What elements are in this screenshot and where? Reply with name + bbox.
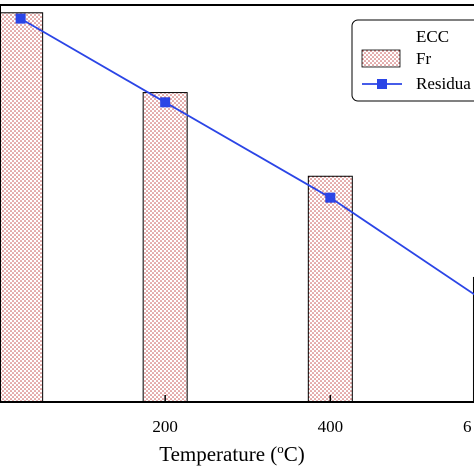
bar-2 <box>307 175 353 403</box>
residual-line <box>20 17 474 296</box>
legend: ECC Fr Residua <box>351 19 474 102</box>
x-tick-label-0: 200 <box>152 417 178 436</box>
bar-1 <box>142 92 188 403</box>
x-axis-title-superscript: o <box>277 441 284 456</box>
residual-marker-1 <box>160 97 171 108</box>
x-tick-label-1: 400 <box>318 417 344 436</box>
legend-marker-residual <box>377 79 387 89</box>
x-ticks: 200 400 6 <box>152 395 472 436</box>
legend-label-fr: Fr <box>416 49 431 68</box>
x-tick-label-2: 6 <box>463 417 472 436</box>
residual-marker-2 <box>325 192 336 203</box>
line-layer <box>15 13 474 296</box>
legend-label-residual: Residua <box>416 74 471 93</box>
legend-swatch-fr <box>361 49 401 68</box>
bar-0 <box>0 12 44 403</box>
legend-title: ECC <box>416 27 449 46</box>
x-axis-title-end: C) <box>284 442 305 466</box>
x-axis-title: Temperature (oC) <box>159 441 305 466</box>
residual-marker-0 <box>15 13 26 24</box>
